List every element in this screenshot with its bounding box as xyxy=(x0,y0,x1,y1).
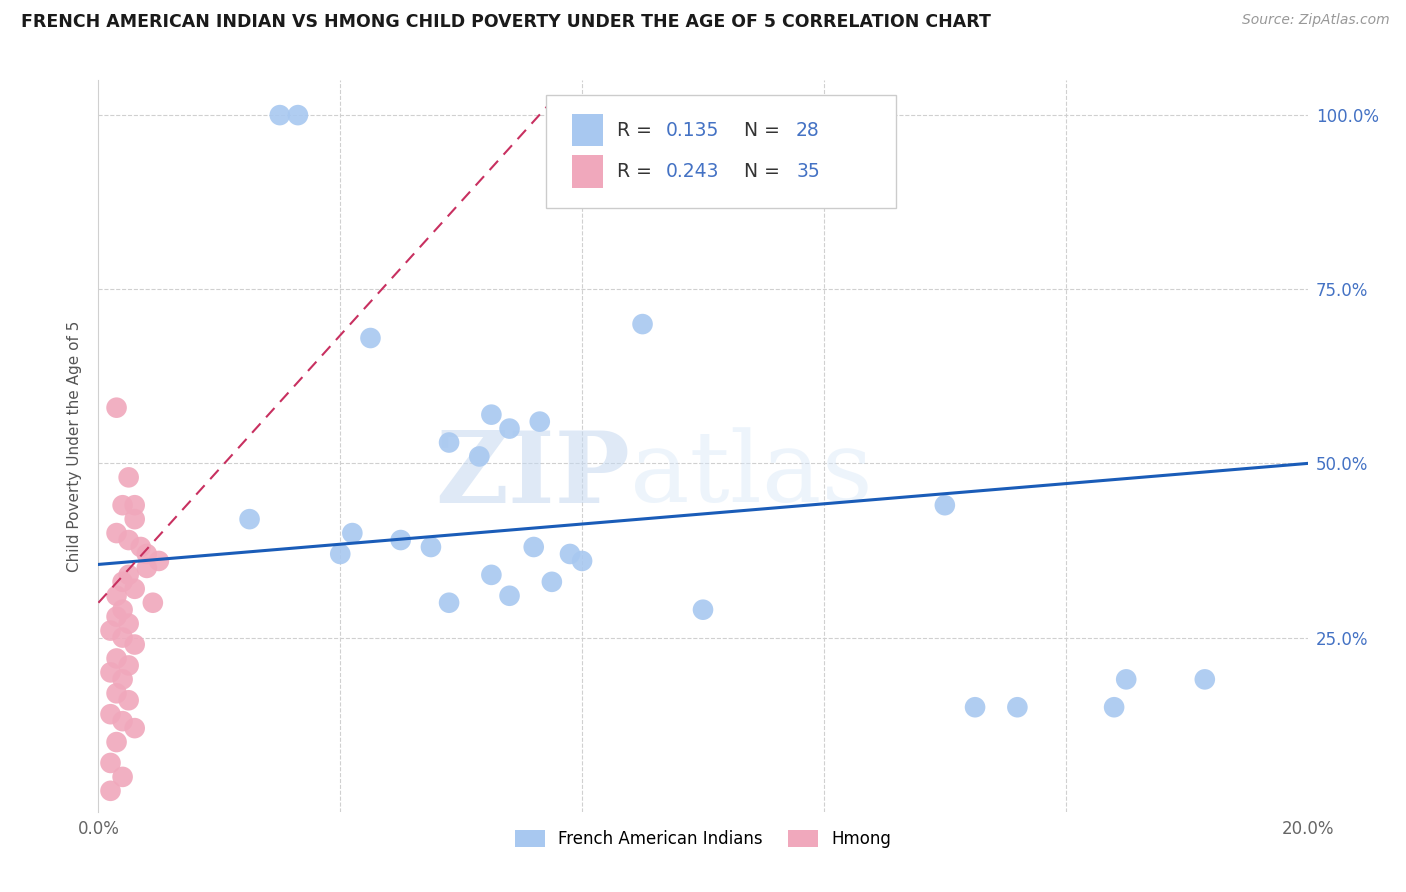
Point xyxy=(481,408,503,422)
Y-axis label: Child Poverty Under the Age of 5: Child Poverty Under the Age of 5 xyxy=(67,320,83,572)
Point xyxy=(118,658,141,673)
Text: 35: 35 xyxy=(796,162,820,181)
Point xyxy=(105,609,128,624)
Text: FRENCH AMERICAN INDIAN VS HMONG CHILD POVERTY UNDER THE AGE OF 5 CORRELATION CHA: FRENCH AMERICAN INDIAN VS HMONG CHILD PO… xyxy=(21,13,991,31)
Text: R =: R = xyxy=(617,120,658,139)
Point xyxy=(111,603,134,617)
Point xyxy=(360,331,382,345)
Point xyxy=(100,665,122,680)
Point xyxy=(100,624,122,638)
Point xyxy=(523,540,546,554)
Point xyxy=(105,526,128,541)
Point xyxy=(420,540,443,554)
Point xyxy=(437,435,460,450)
Point xyxy=(118,616,141,631)
Legend: French American Indians, Hmong: French American Indians, Hmong xyxy=(508,823,898,855)
Point xyxy=(111,631,134,645)
Point xyxy=(540,574,562,589)
Text: N =: N = xyxy=(733,120,786,139)
Point xyxy=(1007,700,1029,714)
Point xyxy=(468,450,491,464)
Point xyxy=(269,108,291,122)
FancyBboxPatch shape xyxy=(546,95,897,209)
Point xyxy=(100,784,122,798)
Point xyxy=(1194,673,1216,687)
Point xyxy=(124,498,146,512)
Point xyxy=(481,567,503,582)
Text: R =: R = xyxy=(617,162,658,181)
Point xyxy=(111,574,134,589)
Point xyxy=(105,401,128,415)
Point xyxy=(558,547,581,561)
Point xyxy=(111,714,134,728)
Point xyxy=(342,526,364,541)
Point xyxy=(135,561,157,575)
Point xyxy=(498,421,520,435)
Point xyxy=(1115,673,1137,687)
Point xyxy=(105,686,128,700)
Point xyxy=(329,547,352,561)
Point xyxy=(105,651,128,665)
Point xyxy=(118,470,141,484)
Point xyxy=(1102,700,1125,714)
Point xyxy=(118,567,141,582)
Point xyxy=(498,589,520,603)
Point xyxy=(389,533,412,547)
Point xyxy=(287,108,309,122)
Point xyxy=(129,540,152,554)
Text: 28: 28 xyxy=(796,120,820,139)
Point xyxy=(529,415,551,429)
Point xyxy=(571,554,593,568)
Point xyxy=(124,721,146,735)
Point xyxy=(105,735,128,749)
Point xyxy=(111,498,134,512)
Point xyxy=(111,673,134,687)
FancyBboxPatch shape xyxy=(572,113,603,146)
Point xyxy=(100,707,122,722)
Point xyxy=(135,547,157,561)
Point xyxy=(934,498,956,512)
Point xyxy=(148,554,170,568)
Text: ZIP: ZIP xyxy=(436,426,630,524)
Point xyxy=(142,596,165,610)
Point xyxy=(124,582,146,596)
Point xyxy=(965,700,987,714)
Point xyxy=(631,317,654,331)
Text: N =: N = xyxy=(733,162,786,181)
Point xyxy=(105,589,128,603)
Point xyxy=(692,603,714,617)
Point xyxy=(100,756,122,770)
Text: 0.135: 0.135 xyxy=(665,120,718,139)
Point xyxy=(118,693,141,707)
Point xyxy=(239,512,262,526)
Text: Source: ZipAtlas.com: Source: ZipAtlas.com xyxy=(1241,13,1389,28)
Point xyxy=(118,533,141,547)
Point xyxy=(437,596,460,610)
FancyBboxPatch shape xyxy=(572,155,603,188)
Text: atlas: atlas xyxy=(630,427,873,523)
Point xyxy=(124,512,146,526)
Point xyxy=(124,638,146,652)
Text: 0.243: 0.243 xyxy=(665,162,718,181)
Point xyxy=(111,770,134,784)
